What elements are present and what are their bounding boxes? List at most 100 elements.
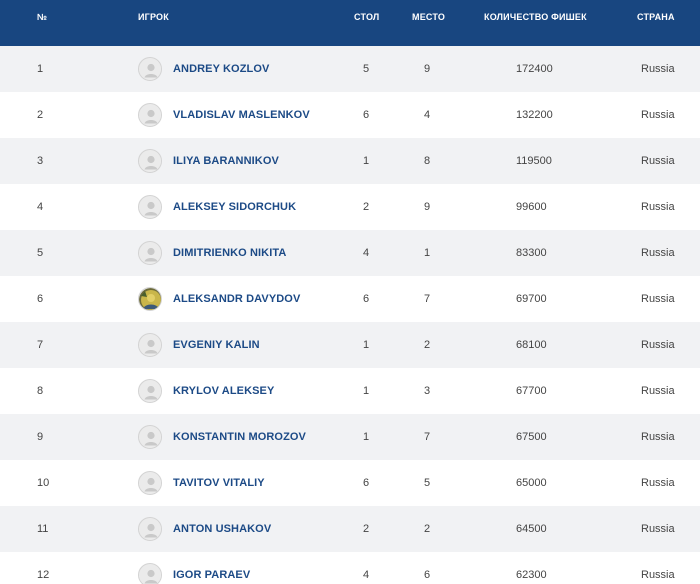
table-header: № ИГРОК СТОЛ МЕСТО КОЛИЧЕСТВО ФИШЕК СТРА… xyxy=(0,0,700,46)
rank-cell: 11 xyxy=(37,523,49,535)
chips-cell: 99600 xyxy=(516,201,547,213)
country-cell: Russia xyxy=(641,63,675,75)
chips-cell: 69700 xyxy=(516,293,547,305)
rank-cell: 7 xyxy=(37,339,44,351)
player-name-link[interactable]: ALEKSEY SIDORCHUK xyxy=(173,201,297,213)
header-num: № xyxy=(37,12,48,22)
country-cell: Russia xyxy=(641,569,675,581)
chips-cell: 83300 xyxy=(516,247,547,259)
table-row: 6 ALEKSANDR DAVYDOV 6 7 69700 Russia xyxy=(0,276,700,322)
country-cell: Russia xyxy=(641,109,675,121)
table-row: 5 DIMITRIENKO NIKITA 4 1 83300 Russia xyxy=(0,230,700,276)
table-cell: 2 xyxy=(363,201,370,213)
default-avatar-icon[interactable] xyxy=(138,333,162,357)
rank-cell: 3 xyxy=(37,155,44,167)
player-name-link[interactable]: EVGENIY KALIN xyxy=(173,339,260,351)
table-cell: 1 xyxy=(363,385,370,397)
country-cell: Russia xyxy=(641,339,675,351)
country-cell: Russia xyxy=(641,293,675,305)
table-body: 1 ANDREY KOZLOV 5 9 172400 Russia 2 VLADISLAV M… xyxy=(0,46,700,584)
default-avatar-icon[interactable] xyxy=(138,471,162,495)
place-cell: 2 xyxy=(424,523,431,535)
table-cell: 1 xyxy=(363,155,370,167)
table-cell: 2 xyxy=(363,523,370,535)
rank-cell: 9 xyxy=(37,431,44,443)
player-name-link[interactable]: IGOR PARAEV xyxy=(173,569,251,581)
place-cell: 3 xyxy=(424,385,431,397)
table-cell: 6 xyxy=(363,477,370,489)
place-cell: 2 xyxy=(424,339,431,351)
rank-cell: 4 xyxy=(37,201,44,213)
rank-cell: 10 xyxy=(37,477,50,489)
rank-cell: 1 xyxy=(37,63,44,75)
country-cell: Russia xyxy=(641,155,675,167)
player-name-link[interactable]: ANDREY KOZLOV xyxy=(173,63,270,75)
table-row: 11 ANTON USHAKOV 2 2 64500 Russia xyxy=(0,506,700,552)
country-cell: Russia xyxy=(641,385,675,397)
country-cell: Russia xyxy=(641,523,675,535)
default-avatar-icon[interactable] xyxy=(138,103,162,127)
player-name-link[interactable]: DIMITRIENKO NIKITA xyxy=(173,247,287,259)
player-name-link[interactable]: ANTON USHAKOV xyxy=(173,523,272,535)
table-row: 8 KRYLOV ALEKSEY 1 3 67700 Russia xyxy=(0,368,700,414)
country-cell: Russia xyxy=(641,431,675,443)
default-avatar-icon[interactable] xyxy=(138,563,162,584)
photo-avatar-icon[interactable] xyxy=(138,287,162,311)
table-cell: 6 xyxy=(363,109,370,121)
player-name-link[interactable]: KONSTANTIN MOROZOV xyxy=(173,431,306,443)
player-name-link[interactable]: KRYLOV ALEKSEY xyxy=(173,385,275,397)
place-cell: 6 xyxy=(424,569,431,581)
table-cell: 1 xyxy=(363,431,370,443)
place-cell: 7 xyxy=(424,293,431,305)
table-cell: 4 xyxy=(363,247,370,259)
table-row: 1 ANDREY KOZLOV 5 9 172400 Russia xyxy=(0,46,700,92)
chips-cell: 64500 xyxy=(516,523,547,535)
default-avatar-icon[interactable] xyxy=(138,425,162,449)
chips-cell: 132200 xyxy=(516,109,553,121)
default-avatar-icon[interactable] xyxy=(138,379,162,403)
header-player[interactable]: ИГРОК xyxy=(138,12,169,22)
table-row: 7 EVGENIY KALIN 1 2 68100 Russia xyxy=(0,322,700,368)
place-cell: 9 xyxy=(424,201,431,213)
table-row: 10 TAVITOV VITALIY 6 5 65000 Russia xyxy=(0,460,700,506)
place-cell: 9 xyxy=(424,63,431,75)
chips-cell: 67700 xyxy=(516,385,547,397)
chips-cell: 67500 xyxy=(516,431,547,443)
place-cell: 5 xyxy=(424,477,431,489)
default-avatar-icon[interactable] xyxy=(138,149,162,173)
place-cell: 1 xyxy=(424,247,431,259)
place-cell: 7 xyxy=(424,431,431,443)
table-cell: 4 xyxy=(363,569,370,581)
player-name-link[interactable]: ILIYA BARANNIKOV xyxy=(173,155,279,167)
header-place[interactable]: МЕСТО xyxy=(412,12,446,22)
place-cell: 8 xyxy=(424,155,431,167)
country-cell: Russia xyxy=(641,201,675,213)
rank-cell: 2 xyxy=(37,109,44,121)
player-name-link[interactable]: ALEKSANDR DAVYDOV xyxy=(173,293,301,305)
table-row: 2 VLADISLAV MASLENKOV 6 4 132200 Russia xyxy=(0,92,700,138)
rank-cell: 6 xyxy=(37,293,44,305)
default-avatar-icon[interactable] xyxy=(138,241,162,265)
rank-cell: 5 xyxy=(37,247,44,259)
table-row: 12 IGOR PARAEV 4 6 62300 Russia xyxy=(0,552,700,584)
header-chips[interactable]: КОЛИЧЕСТВО ФИШЕК xyxy=(484,12,587,22)
country-cell: Russia xyxy=(641,477,675,489)
chips-cell: 172400 xyxy=(516,63,553,75)
default-avatar-icon[interactable] xyxy=(138,517,162,541)
header-country[interactable]: СТРАНА xyxy=(637,12,675,22)
default-avatar-icon[interactable] xyxy=(138,195,162,219)
table-cell: 1 xyxy=(363,339,370,351)
chips-cell: 62300 xyxy=(516,569,547,581)
table-cell: 5 xyxy=(363,63,370,75)
header-table[interactable]: СТОЛ xyxy=(354,12,380,22)
chips-cell: 65000 xyxy=(516,477,547,489)
chips-cell: 119500 xyxy=(516,155,552,167)
player-name-link[interactable]: TAVITOV VITALIY xyxy=(173,477,265,489)
rank-cell: 12 xyxy=(37,569,50,581)
table-row: 3 ILIYA BARANNIKOV 1 8 119500 Russia xyxy=(0,138,700,184)
player-name-link[interactable]: VLADISLAV MASLENKOV xyxy=(173,109,310,121)
table-cell: 6 xyxy=(363,293,370,305)
default-avatar-icon[interactable] xyxy=(138,57,162,81)
rank-cell: 8 xyxy=(37,385,44,397)
table-row: 4 ALEKSEY SIDORCHUK 2 9 99600 Russia xyxy=(0,184,700,230)
